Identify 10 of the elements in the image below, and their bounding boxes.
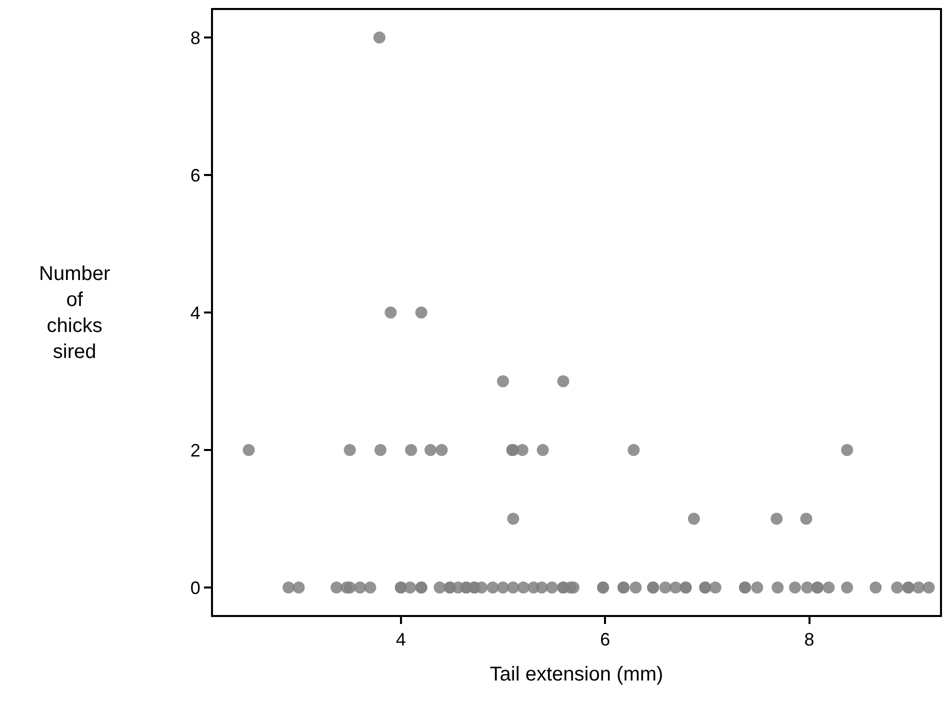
x-axis-title: Tail extension (mm): [490, 664, 664, 686]
y-tick-label: 4: [190, 302, 200, 323]
x-tick-label: 6: [600, 630, 610, 650]
y-tick-label: 2: [190, 440, 200, 460]
y-axis-title: Number of chicks sired: [39, 263, 110, 363]
y-tick-label: 0: [190, 578, 200, 598]
x-tick-label: 8: [804, 630, 814, 650]
y-tick-label: 6: [190, 165, 200, 186]
x-tick-label: 4: [396, 630, 406, 650]
y-tick-label: 8: [190, 28, 200, 48]
